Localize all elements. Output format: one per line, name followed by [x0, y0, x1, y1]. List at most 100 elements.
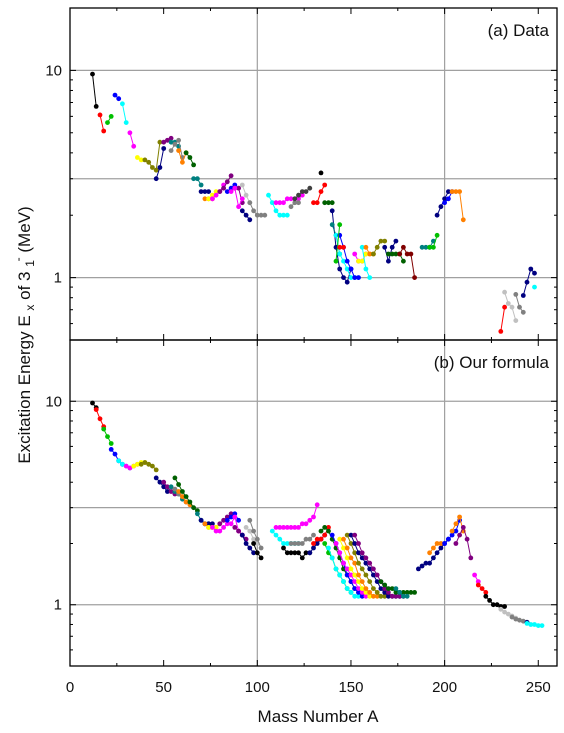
data-point	[374, 579, 380, 584]
data-point	[374, 590, 380, 595]
data-point	[288, 204, 294, 210]
data-point	[344, 586, 350, 591]
data-point	[153, 176, 159, 182]
data-point	[363, 590, 369, 595]
data-point	[393, 590, 399, 595]
data-point	[374, 244, 380, 250]
data-point	[371, 251, 376, 257]
data-point	[386, 586, 391, 591]
data-point	[344, 532, 350, 538]
data-point	[348, 266, 354, 272]
panel-title: (b) Our formula	[434, 353, 550, 372]
data-point	[311, 514, 316, 520]
x-axis-title: Mass Number A	[258, 707, 380, 726]
data-point	[288, 196, 294, 202]
data-point	[247, 517, 253, 523]
data-point	[524, 621, 530, 626]
data-point	[434, 541, 440, 546]
data-point	[232, 514, 238, 520]
data-point	[269, 200, 275, 206]
data-point	[210, 521, 215, 527]
data-point	[138, 157, 144, 163]
data-point	[348, 590, 354, 595]
data-point	[416, 566, 421, 572]
y-axis-title-unit: (MeV)	[15, 206, 34, 252]
data-point	[112, 451, 118, 457]
data-point	[161, 146, 167, 151]
data-point	[217, 521, 223, 527]
data-point	[393, 593, 399, 599]
data-point	[303, 189, 309, 195]
data-point	[195, 511, 200, 517]
data-point	[446, 536, 451, 542]
data-point	[296, 525, 301, 530]
data-point	[176, 482, 182, 487]
data-point	[371, 572, 376, 578]
data-point	[281, 525, 286, 530]
series-line	[245, 527, 258, 544]
data-point	[404, 590, 410, 595]
data-point	[528, 622, 534, 627]
data-point	[460, 217, 466, 223]
data-point	[344, 258, 350, 264]
data-point	[352, 560, 358, 566]
data-point	[221, 185, 227, 191]
y-axis-title-sub-x: x	[23, 305, 37, 311]
data-point	[505, 611, 511, 617]
data-point	[460, 525, 466, 530]
data-point	[296, 196, 301, 202]
data-point	[228, 521, 234, 527]
series-line	[249, 520, 262, 549]
data-point	[517, 304, 522, 310]
data-point	[333, 541, 339, 546]
data-point	[296, 550, 301, 556]
y-tick-label: 1	[54, 270, 62, 287]
data-point	[168, 148, 174, 154]
data-point	[277, 200, 283, 206]
data-point	[228, 173, 234, 179]
data-point	[348, 579, 354, 584]
data-point	[108, 114, 114, 119]
data-point	[153, 467, 159, 473]
data-point	[284, 550, 290, 556]
data-point	[449, 528, 455, 534]
data-point	[318, 536, 324, 542]
data-point	[337, 536, 343, 542]
data-point	[329, 200, 335, 206]
data-point	[311, 541, 316, 546]
series-line	[500, 307, 506, 332]
data-point	[367, 579, 373, 584]
data-point	[172, 486, 178, 492]
data-point	[449, 532, 455, 538]
data-point	[442, 541, 447, 546]
data-point	[408, 251, 414, 257]
data-point	[337, 572, 343, 578]
y-axis-title: Excitation Energy E x of 3 1 - (MeV)	[7, 206, 38, 463]
data-point	[303, 550, 309, 556]
data-point	[247, 217, 253, 223]
data-point	[299, 521, 305, 527]
data-point	[431, 555, 436, 561]
data-point	[322, 525, 328, 530]
data-point	[165, 137, 170, 143]
data-point	[254, 536, 260, 542]
series-line	[384, 240, 397, 264]
data-point	[427, 560, 432, 566]
y-axis-title-sup: -	[11, 257, 25, 261]
data-point	[356, 572, 361, 578]
data-point	[120, 101, 125, 107]
data-point	[299, 555, 305, 561]
data-point	[198, 182, 204, 188]
data-point	[359, 590, 365, 595]
data-point	[284, 212, 290, 218]
data-point	[292, 541, 298, 546]
data-point	[292, 550, 298, 556]
data-point	[356, 593, 361, 599]
data-point	[393, 586, 399, 591]
data-point	[221, 517, 227, 523]
data-point	[210, 192, 215, 198]
data-point	[247, 528, 253, 534]
data-point	[269, 528, 275, 534]
data-point	[532, 284, 537, 290]
